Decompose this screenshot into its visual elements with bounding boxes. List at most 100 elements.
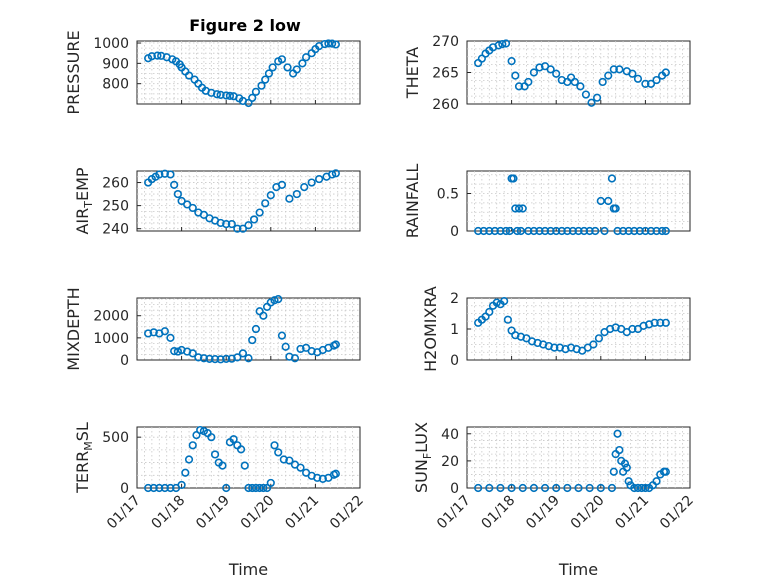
y-tick-label: 20 [441, 454, 459, 470]
data-point [529, 68, 539, 77]
data-series [474, 429, 670, 493]
data-point [331, 469, 340, 478]
y-tick-label: 40 [441, 427, 459, 443]
x-tick-label: 01/21 [612, 493, 652, 533]
data-point [244, 221, 253, 230]
subplot-theta: 260 265 270 THETA [403, 34, 691, 113]
data-point [222, 219, 231, 229]
data-point [581, 90, 591, 99]
data-point [624, 226, 633, 236]
y-tick-label: 0 [450, 224, 459, 240]
data-point [307, 347, 316, 356]
y-tick-label: 1000 [93, 331, 129, 347]
data-point [609, 467, 618, 476]
data-point [331, 340, 340, 349]
data-point [641, 483, 650, 493]
data-point [652, 75, 661, 85]
data-point [238, 224, 248, 233]
data-point [222, 91, 231, 100]
data-series [144, 169, 340, 233]
data-point [229, 435, 238, 444]
data-point [233, 224, 242, 233]
data-point [552, 69, 561, 78]
data-point [188, 203, 197, 213]
data-point [173, 347, 182, 356]
data-point [613, 429, 622, 438]
data-point [630, 226, 639, 236]
data-point [652, 477, 661, 486]
y-axis-label-mixdepth: MIXDEPTH [64, 287, 83, 370]
data-point [238, 349, 248, 358]
data-point [149, 328, 158, 337]
data-point [524, 226, 533, 236]
data-point [594, 334, 604, 343]
data-point [620, 459, 630, 468]
subplot-air-temp: 240 250 260 AIRTEMP [73, 167, 361, 238]
subplot-h2omixra: 0 1 2 H2OMIXRA [421, 286, 691, 372]
data-point [563, 226, 572, 236]
data-point [166, 170, 175, 179]
x-axis-label: Time [558, 560, 598, 579]
data-point [296, 463, 305, 472]
data-point [661, 68, 670, 77]
data-point [251, 87, 261, 96]
figure-title: Figure 2 low [189, 16, 301, 35]
data-point [279, 455, 288, 464]
data-point [251, 483, 261, 493]
x-tick-label: 01/17 [434, 493, 474, 533]
grid-lines [467, 171, 690, 231]
data-point [474, 226, 483, 236]
data-point [262, 483, 272, 493]
data-point [661, 226, 670, 236]
data-point [144, 329, 153, 338]
y-tick-label: 0 [120, 353, 129, 369]
data-point [507, 57, 516, 66]
data-point [216, 90, 225, 99]
data-point [318, 474, 327, 483]
data-series [474, 174, 670, 236]
data-point [313, 473, 322, 482]
data-point [244, 98, 253, 108]
data-point [490, 226, 499, 236]
data-point [596, 196, 605, 206]
y-tick-label: 500 [102, 430, 129, 446]
data-point [540, 483, 550, 493]
data-point [216, 218, 225, 228]
data-point [550, 343, 559, 352]
data-point [255, 483, 264, 493]
data-point [183, 200, 192, 209]
data-point [598, 77, 607, 87]
y-tick-label: 0.5 [437, 187, 459, 203]
y-axis-label-terr-msl: TERRMSL [73, 422, 95, 494]
data-point [557, 226, 566, 236]
data-point [546, 65, 555, 74]
data-point [212, 90, 222, 99]
data-point [494, 41, 503, 50]
data-point [302, 53, 311, 62]
data-point [331, 169, 340, 178]
y-tick-label: 2000 [93, 309, 129, 325]
data-point [248, 93, 257, 103]
y-tick-label: 1000 [93, 36, 129, 52]
data-point [628, 69, 637, 78]
data-point [205, 354, 214, 363]
data-point [199, 210, 208, 219]
data-point [277, 331, 287, 340]
data-point [615, 65, 624, 74]
data-point [170, 347, 179, 356]
data-point [604, 196, 613, 206]
data-point [331, 40, 340, 49]
subplot-terr-msl: 0 500 01/17 01/18 01/19 01/20 01/21 01/22 Time TE… [73, 422, 367, 579]
data-point [600, 226, 609, 236]
data-point [147, 52, 156, 61]
data-point [607, 174, 617, 183]
data-point [199, 354, 208, 363]
data-point [298, 59, 307, 68]
plot-area [466, 170, 691, 232]
data-point [622, 463, 631, 472]
data-point [552, 226, 561, 236]
data-point [485, 226, 494, 236]
x-tick-label: 01/22 [327, 493, 367, 533]
data-point [579, 226, 589, 236]
y-tick-label: 250 [102, 199, 129, 215]
